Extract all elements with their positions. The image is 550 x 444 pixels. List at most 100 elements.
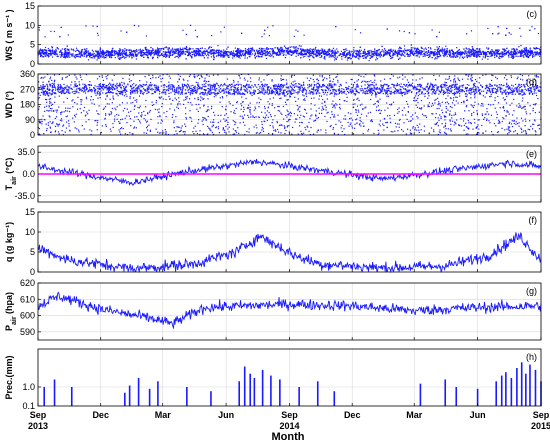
data-point (70, 55, 73, 57)
data-point (537, 87, 539, 89)
data-point (397, 77, 399, 79)
data-point (468, 50, 470, 52)
data-point (56, 123, 58, 126)
data-point (95, 54, 97, 56)
data-point (366, 81, 368, 83)
data-point (184, 131, 186, 133)
data-point (356, 50, 358, 53)
data-point (290, 54, 293, 56)
data-point (437, 48, 439, 50)
data-point (269, 48, 271, 50)
data-point (274, 52, 276, 55)
data-point (263, 93, 266, 95)
data-point (400, 55, 403, 57)
data-point (375, 59, 377, 61)
data-point (109, 54, 112, 56)
data-point (340, 50, 343, 52)
data-point (516, 53, 518, 55)
data-point (139, 80, 141, 82)
data-point (417, 95, 420, 97)
data-point (376, 100, 378, 103)
data-point (452, 54, 454, 56)
data-point (320, 52, 323, 54)
data-point (286, 87, 288, 89)
data-point (271, 50, 273, 52)
data-point (278, 92, 280, 94)
data-point (183, 47, 186, 49)
data-point (84, 51, 86, 53)
data-point (201, 87, 203, 89)
data-point (171, 47, 174, 49)
data-point (146, 92, 148, 95)
data-point (60, 26, 62, 29)
data-point (124, 53, 126, 55)
data-point (125, 50, 127, 52)
data-point (43, 49, 45, 51)
data-point (447, 103, 450, 105)
data-point (207, 91, 209, 93)
data-point (223, 55, 226, 57)
data-point (465, 105, 467, 108)
data-point (95, 50, 97, 52)
data-point (253, 93, 255, 95)
data-point (406, 118, 408, 120)
data-point (281, 78, 284, 81)
data-point (480, 53, 482, 55)
data-point (232, 50, 235, 52)
data-point (177, 49, 179, 52)
data-point (416, 50, 418, 52)
data-point (276, 92, 279, 94)
data-point (372, 89, 375, 92)
data-point (520, 44, 522, 47)
data-point (512, 52, 515, 54)
data-point (324, 55, 326, 58)
data-point (177, 49, 179, 51)
data-point (163, 55, 165, 57)
data-point (129, 132, 131, 134)
data-point (307, 126, 309, 128)
data-point (106, 92, 108, 94)
data-point (160, 53, 163, 56)
data-point (511, 51, 513, 53)
data-point (436, 46, 438, 48)
data-point (95, 54, 98, 56)
data-point (346, 57, 349, 59)
data-point (88, 109, 90, 111)
data-point (333, 132, 335, 134)
data-point (315, 55, 317, 57)
data-point (234, 47, 236, 49)
data-point (235, 49, 238, 51)
data-point (391, 51, 394, 53)
data-point (459, 55, 462, 57)
data-point (282, 51, 285, 53)
data-point (346, 52, 348, 55)
data-point (203, 117, 205, 119)
data-point (487, 51, 489, 53)
data-point (61, 52, 63, 55)
data-point (239, 115, 241, 117)
data-point (244, 124, 246, 126)
data-point (87, 90, 90, 92)
data-point (338, 120, 340, 122)
data-point (53, 92, 55, 94)
data-point (304, 52, 306, 54)
data-point (539, 55, 541, 57)
data-point (521, 49, 523, 51)
data-point (237, 53, 239, 55)
data-point (260, 111, 263, 113)
data-point (199, 47, 202, 50)
data-point (205, 85, 207, 87)
data-point (510, 56, 512, 58)
data-point (535, 46, 537, 49)
data-point (444, 54, 446, 57)
data-point (268, 73, 270, 76)
data-point (79, 87, 81, 89)
data-point (478, 90, 480, 92)
data-point (195, 47, 197, 50)
data-point (415, 51, 417, 53)
data-point (188, 47, 191, 49)
data-point (335, 25, 337, 28)
data-point (262, 52, 264, 54)
data-point (140, 52, 143, 54)
